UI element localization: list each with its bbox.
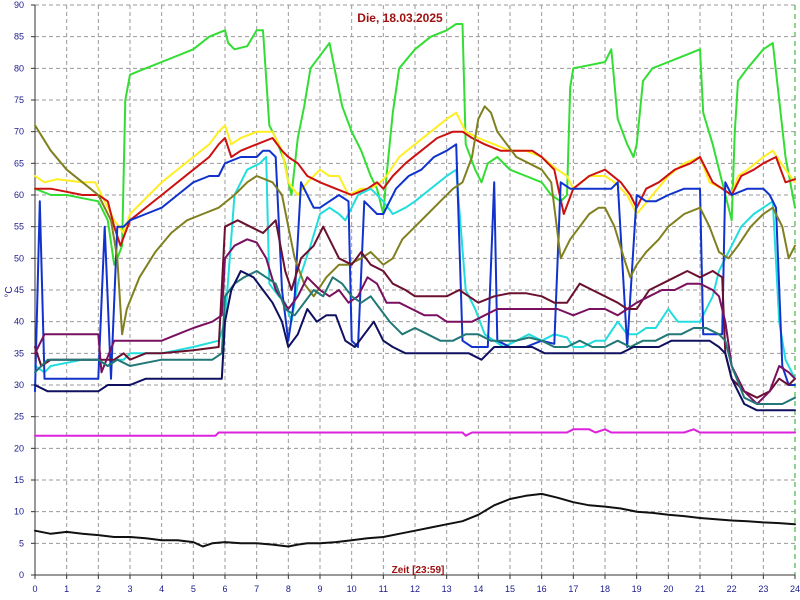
x-tick-label: 2: [96, 584, 101, 594]
x-tick-label: 5: [191, 584, 196, 594]
series-line-4: [34, 156, 796, 380]
series-line-1: [34, 23, 796, 266]
x-tick-label: 15: [505, 584, 515, 594]
chart-title: Die, 18.03.2025: [357, 11, 443, 25]
y-tick-label: 0: [19, 570, 24, 580]
series-line-9: [34, 270, 796, 405]
axes: [31, 4, 796, 579]
series-line-6: [34, 105, 796, 336]
x-tick-label: 0: [32, 584, 37, 594]
y-tick-label: 60: [14, 190, 24, 200]
x-tick-label: 13: [442, 584, 452, 594]
y-tick-label: 75: [14, 95, 24, 105]
y-tick-label: 65: [14, 158, 24, 168]
x-tick-label: 21: [695, 584, 705, 594]
x-tick-label: 23: [758, 584, 768, 594]
y-tick-label: 90: [14, 0, 24, 10]
y-tick-label: 70: [14, 127, 24, 137]
x-tick-label: 6: [222, 584, 227, 594]
y-tick-label: 50: [14, 253, 24, 263]
x-tick-label: 24: [790, 584, 800, 594]
x-tick-labels: 0 1 2 3 4 5 6 7 8 9 10 11 12 13 14 15 16 17 18 19 20 21 22 23 24: [32, 584, 800, 594]
x-tick-label: 19: [632, 584, 642, 594]
x-tick-label: 18: [600, 584, 610, 594]
series-line-8: [34, 238, 796, 405]
series-line-10: [34, 270, 796, 412]
x-tick-label: 14: [473, 584, 483, 594]
y-tick-label: 5: [19, 538, 24, 548]
x-tick-label: 11: [379, 584, 388, 594]
y-tick-label: 30: [14, 380, 24, 390]
x-tick-label: 8: [286, 584, 291, 594]
y-tick-label: 15: [14, 475, 24, 485]
series-line-11: [34, 428, 796, 437]
y-tick-label: 35: [14, 348, 24, 358]
series-line-7: [34, 219, 796, 399]
y-tick-label: 10: [14, 507, 24, 517]
x-tick-label: 12: [410, 584, 420, 594]
series-line-12: [34, 492, 796, 548]
series-line-2: [34, 111, 796, 234]
y-tick-label: 55: [14, 222, 24, 232]
y-axis-label: °C: [4, 286, 15, 297]
x-tick-label: 16: [537, 584, 547, 594]
x-tick-label: 17: [568, 584, 578, 594]
series-line-5: [34, 143, 796, 393]
y-tick-label: 25: [14, 412, 24, 422]
x-tick-label: 4: [159, 584, 164, 594]
y-tick-label: 40: [14, 317, 24, 327]
x-tick-label: 9: [317, 584, 322, 594]
x-tick-label: 1: [64, 584, 69, 594]
series-line-3: [34, 130, 796, 247]
x-tick-label: 20: [663, 584, 673, 594]
y-tick-label: 85: [14, 32, 24, 42]
x-tick-label: 22: [727, 584, 737, 594]
x-tick-label: 7: [254, 584, 259, 594]
x-tick-label: 10: [347, 584, 357, 594]
y-tick-label: 45: [14, 285, 24, 295]
x-tick-label: 3: [127, 584, 132, 594]
y-tick-label: 20: [14, 443, 24, 453]
y-tick-label: 80: [14, 63, 24, 73]
y-tick-labels: 0 5 10 15 20 25 30 35 40 45 50 55 60 65 70 75 80 85 90: [14, 0, 24, 580]
x-axis-label: Zeit [23:59]: [392, 565, 445, 576]
series-lines: [34, 23, 796, 548]
